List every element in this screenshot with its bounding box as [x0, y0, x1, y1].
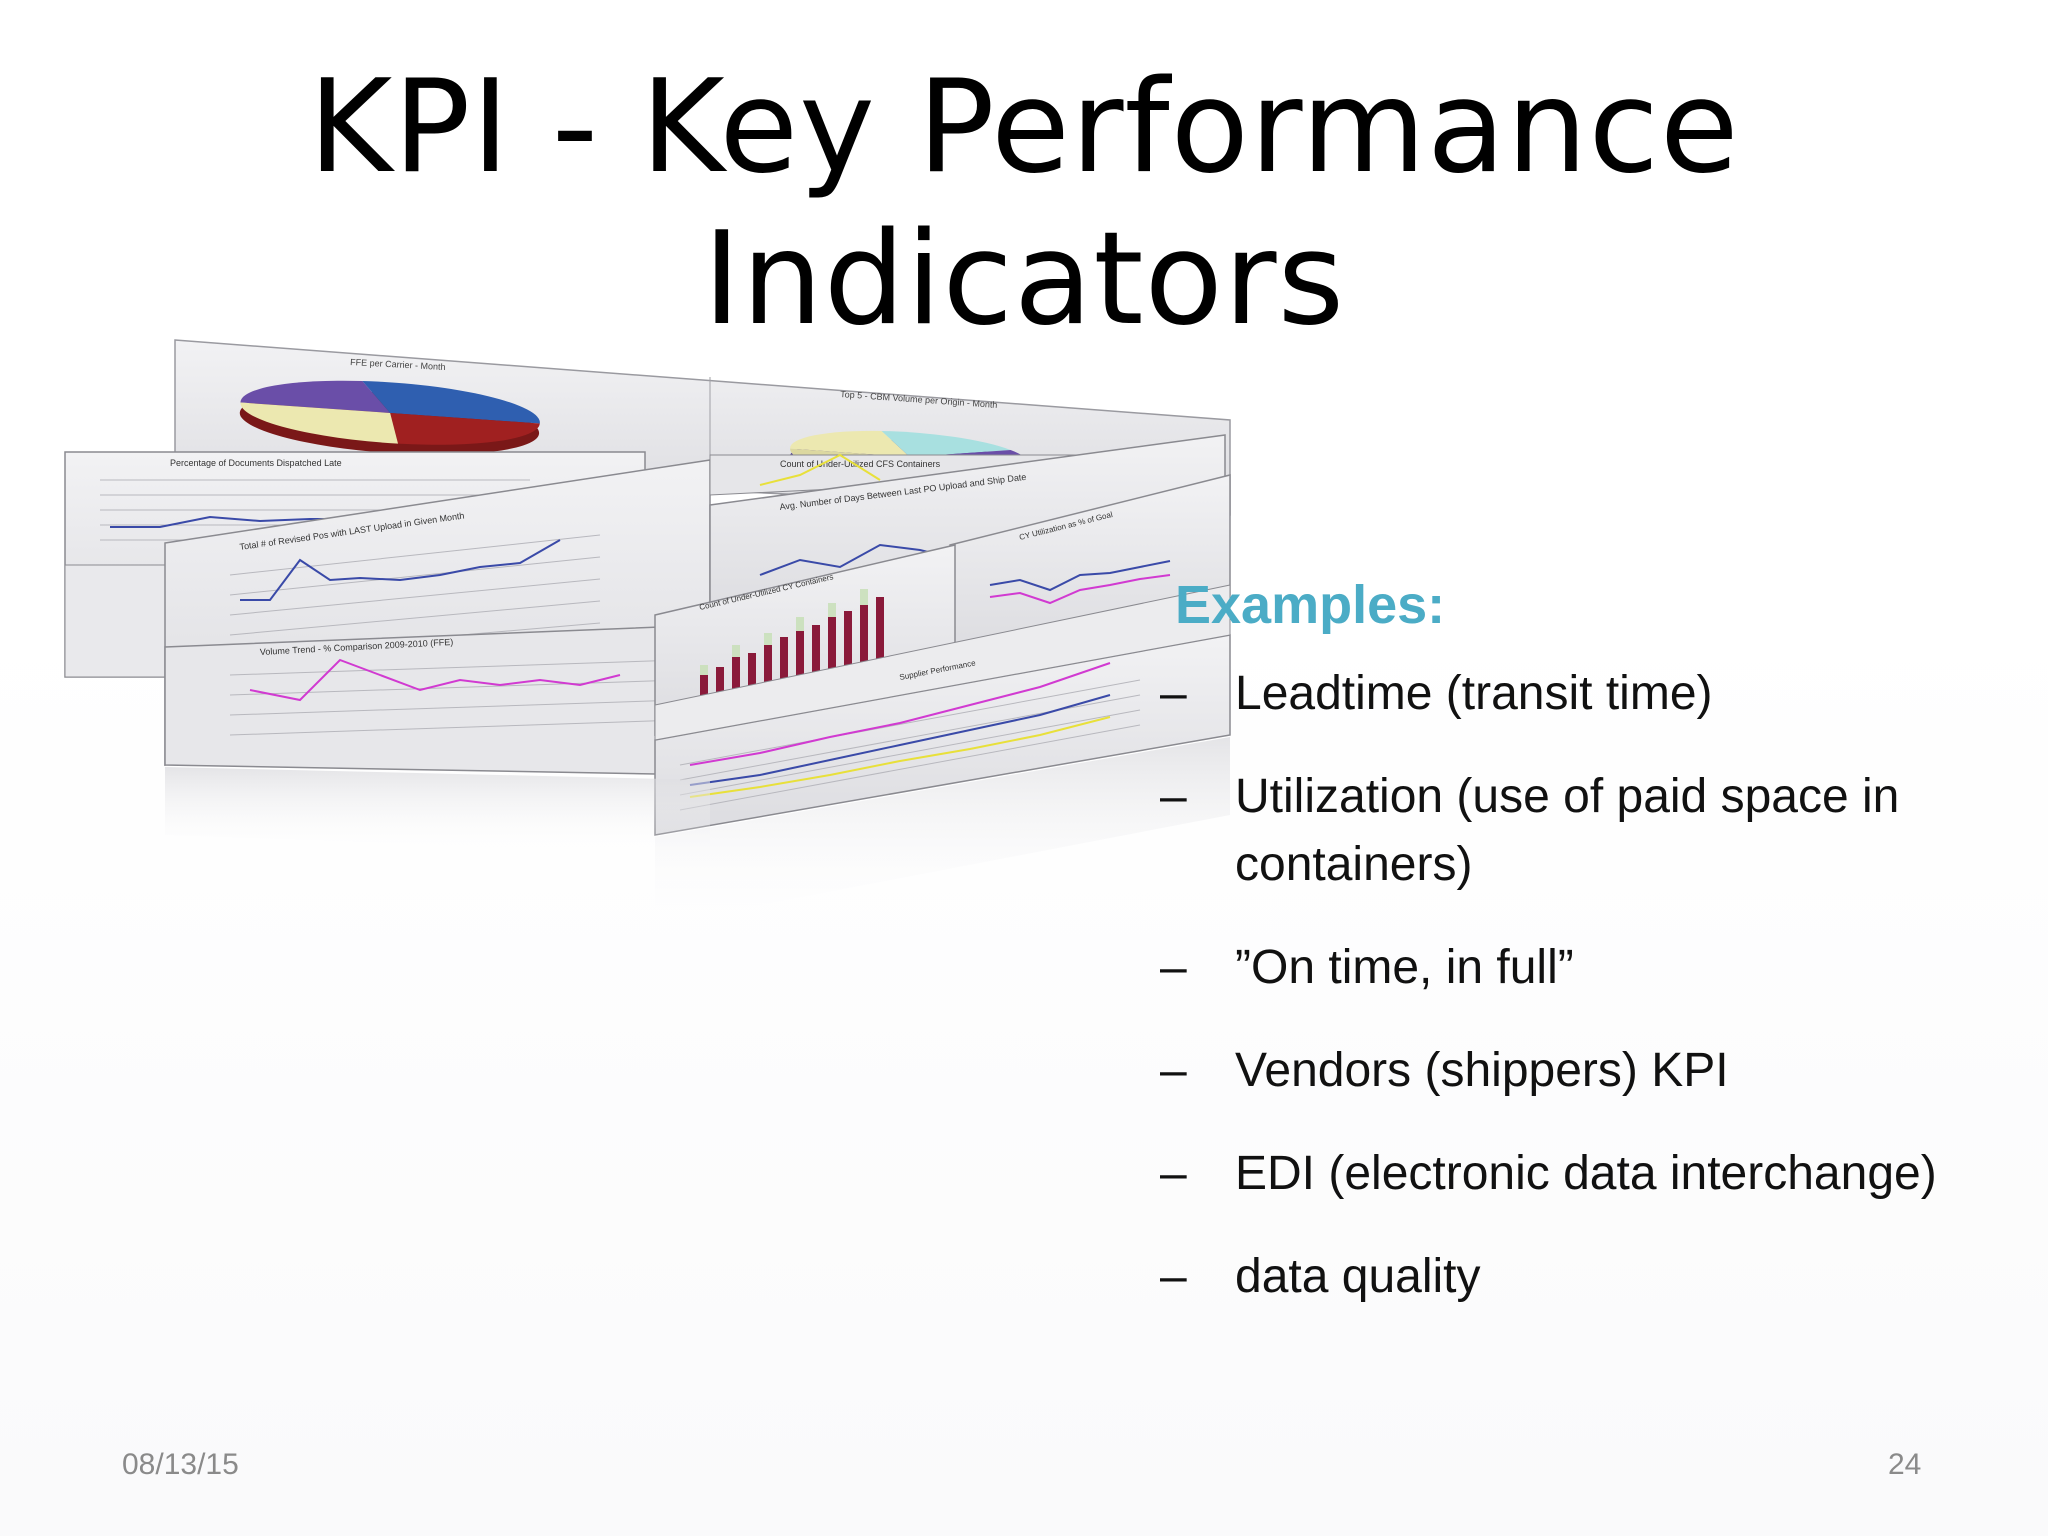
dash-bullet: – [1160, 1250, 1187, 1303]
slide-title: KPI - Key Performance Indicators [0, 52, 2048, 356]
series-supplier-yellow [689, 716, 1111, 798]
list-item: – ”On time, in full” [1160, 934, 2000, 1002]
chart-title-documents-late: Percentage of Documents Dispatched Late [170, 458, 342, 468]
list-item: – Vendors (shippers) KPI [1160, 1037, 2000, 1105]
pie-chart-carrier [239, 380, 540, 455]
chart-title-cfs-containers: Count of Under-Utilized CFS Containers [780, 459, 941, 469]
title-line-2: Indicators [702, 205, 1346, 354]
list-item: – data quality [1160, 1243, 2000, 1311]
title-line-1: KPI - Key Performance [308, 53, 1740, 202]
dash-bullet: – [1160, 941, 1187, 994]
list-item: – Utilization (use of paid space in cont… [1160, 763, 2000, 899]
footer-page-number: 24 [1888, 1448, 1922, 1481]
list-item: – EDI (electronic data interchange) [1160, 1140, 2000, 1208]
series-supplier-magenta [689, 662, 1111, 766]
dash-bullet: – [1160, 667, 1187, 720]
reflection-left [165, 767, 710, 855]
stacked-bars [700, 597, 884, 705]
list-item: – Leadtime (transit time) [1160, 660, 2000, 728]
kpi-chart-collage: FFE per Carrier - Month Top 5 - CBM Volu… [60, 335, 1240, 935]
series-revised-pos [240, 539, 561, 601]
chart-title-ffe-carrier: FFE per Carrier - Month [350, 357, 446, 372]
dash-bullet: – [1160, 1044, 1187, 1097]
list-item-text: ”On time, in full” [1235, 941, 1574, 994]
dash-bullet: – [1160, 1147, 1187, 1200]
examples-list: – Leadtime (transit time) – Utilization … [1160, 660, 2000, 1346]
list-item-text: Utilization (use of paid space in contai… [1235, 770, 1900, 891]
examples-heading: Examples: [1175, 575, 1446, 635]
footer-date: 08/13/15 [122, 1448, 239, 1481]
list-item-text: data quality [1235, 1250, 1481, 1303]
series-supplier-blue [689, 694, 1111, 786]
dash-bullet: – [1160, 770, 1187, 823]
list-item-text: Vendors (shippers) KPI [1235, 1044, 1729, 1097]
series-volume-trend [249, 658, 621, 702]
list-item-text: Leadtime (transit time) [1235, 667, 1713, 720]
reflection-right [655, 737, 1230, 925]
series-cy-utilization-a [989, 560, 1171, 592]
series-cy-utilization-b [989, 574, 1171, 605]
list-item-text: EDI (electronic data interchange) [1235, 1147, 1937, 1200]
